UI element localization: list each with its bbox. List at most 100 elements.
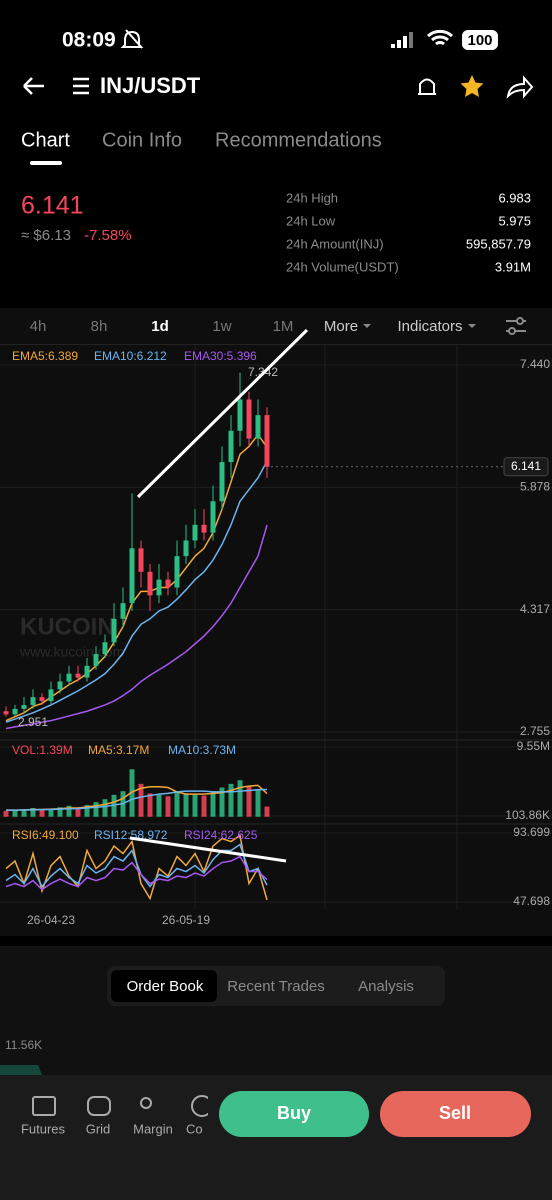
low-label: 2.951 — [18, 715, 48, 729]
legend-entry: EMA30:5.396 — [184, 349, 257, 363]
alert-icon[interactable] — [418, 78, 436, 95]
legend-entry: EMA10:6.212 — [94, 349, 167, 363]
legend-entry: EMA5:6.389 — [12, 349, 78, 363]
stat-value: 6.983 — [498, 190, 531, 205]
candle-body — [201, 524, 207, 533]
timeframe[interactable]: 1d — [151, 318, 169, 335]
legend-entry: MA5:3.17M — [88, 743, 149, 757]
menu-icon[interactable] — [73, 77, 89, 95]
candle-body — [156, 579, 162, 596]
stat-value: 5.975 — [498, 213, 531, 228]
volume-bar — [39, 810, 45, 817]
candle-body — [3, 711, 9, 715]
volume-bar — [93, 802, 99, 817]
candle-body — [129, 548, 135, 604]
price-change: -7.58% — [84, 227, 132, 244]
volume-bar — [129, 769, 135, 817]
volume-bar — [21, 809, 27, 817]
stat-value: 595,857.79 — [466, 236, 531, 251]
stat-label: 24h Amount(INJ) — [286, 236, 384, 251]
battery-icon — [462, 30, 498, 50]
timeframe[interactable]: 1M — [273, 318, 294, 335]
candle-body — [102, 642, 108, 655]
volume-bar — [48, 808, 54, 817]
nav-label[interactable]: Margin — [133, 1121, 173, 1136]
timeframes: 4h 8h 1d 1w 1M More Indicators — [30, 318, 476, 335]
signal-icon — [391, 32, 413, 48]
sell-button[interactable] — [380, 1091, 531, 1137]
last-price-label: 6.141 — [511, 459, 541, 473]
volume-bar — [66, 805, 72, 817]
candle-body — [30, 697, 36, 705]
segment[interactable]: Analysis — [358, 978, 414, 995]
tab[interactable]: Chart — [21, 129, 70, 151]
volume-bar — [102, 799, 108, 817]
timeframe[interactable]: 1w — [212, 318, 231, 335]
candle-body — [138, 548, 144, 572]
share-icon[interactable] — [506, 75, 534, 99]
candle-body — [57, 681, 63, 690]
volume-bar — [138, 783, 144, 817]
candle-body — [111, 618, 117, 643]
timeframe[interactable]: 8h — [91, 318, 108, 335]
dropdown-caret — [363, 324, 371, 328]
y-tick-label: 4.317 — [520, 602, 550, 616]
candle-body — [255, 415, 261, 439]
nav-label[interactable]: Grid — [86, 1121, 111, 1136]
stat-label: 24h High — [286, 190, 338, 205]
margin-icon[interactable] — [140, 1097, 152, 1109]
ema-line — [5, 524, 268, 730]
nav-label[interactable]: Futures — [21, 1121, 66, 1136]
back-button[interactable] — [23, 77, 44, 95]
timeframe[interactable]: More — [324, 318, 358, 335]
volume-bar — [165, 796, 171, 817]
candle-body — [120, 603, 126, 619]
volume-bar — [147, 793, 153, 817]
favorite-icon[interactable] — [460, 75, 484, 97]
chart-panel — [0, 296, 552, 936]
segment[interactable]: Recent Trades — [227, 978, 325, 995]
buy-label[interactable]: Buy — [277, 1103, 311, 1123]
candle-body — [21, 704, 27, 709]
buy-button[interactable] — [219, 1091, 369, 1137]
segment-active — [111, 970, 217, 1002]
legend-entry: RSI6:49.100 — [12, 828, 79, 842]
status-time: 08:09 — [62, 29, 116, 52]
legend-entry: RSI12:58.972 — [94, 828, 168, 842]
futures-icon[interactable] — [32, 1096, 56, 1116]
legend-entry: RSI24:62.625 — [184, 828, 258, 842]
candle-body — [39, 697, 45, 702]
candle-body — [48, 689, 54, 702]
last-price: 6.141 — [21, 192, 84, 220]
sell-label[interactable]: Sell — [439, 1103, 471, 1123]
grid-icon[interactable] — [87, 1096, 111, 1116]
settings-knob — [508, 327, 516, 335]
volume-bar — [192, 794, 198, 817]
candle-body — [228, 430, 234, 463]
y-tick-label: 103.86K — [505, 808, 550, 822]
tab[interactable]: Recommendations — [215, 129, 382, 151]
segment[interactable]: Order Book — [127, 978, 204, 995]
y-tick-label: 47.698 — [513, 894, 550, 908]
nav-label[interactable]: Co — [186, 1121, 203, 1136]
ema-line — [5, 460, 268, 723]
volume-bar — [30, 807, 36, 817]
volume-bar — [201, 795, 207, 817]
candle-body — [192, 524, 198, 541]
candle-body — [12, 708, 18, 715]
candle-body — [147, 571, 153, 596]
tab[interactable]: Coin Info — [102, 129, 182, 151]
candle-body — [165, 579, 171, 588]
timeframe[interactable]: Indicators — [397, 318, 462, 335]
candle-body — [219, 462, 225, 502]
battery-level: 100 — [467, 32, 492, 49]
orderbook-panel — [0, 946, 552, 1076]
y-tick-label: 7.440 — [520, 357, 550, 371]
pair-title: INJ/USDT — [100, 73, 201, 98]
nav-fade — [208, 1085, 218, 1145]
timeframe[interactable]: 4h — [30, 318, 47, 335]
settings-knob — [516, 317, 524, 325]
volume-bar — [183, 793, 189, 817]
volume-bar — [75, 807, 81, 817]
